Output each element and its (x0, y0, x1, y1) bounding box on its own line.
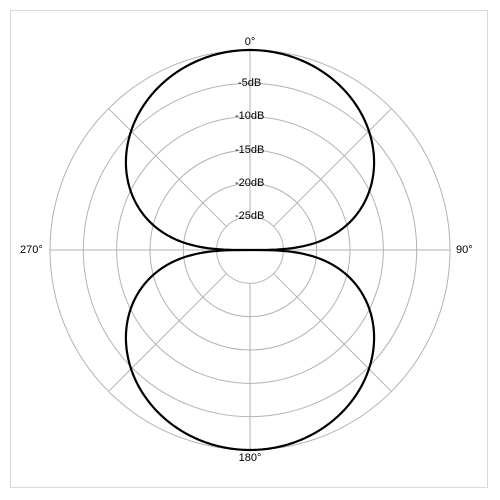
db-label-25: -25dB (235, 210, 264, 222)
angle-label-270: 270° (20, 244, 43, 256)
db-label-10: -10dB (235, 110, 264, 122)
angle-label-90: 90° (456, 244, 473, 256)
angle-label-180: 180° (0, 452, 500, 464)
angle-label-0: 0° (0, 36, 500, 48)
db-label-20: -20dB (235, 177, 264, 189)
db-label-15: -15dB (235, 144, 264, 156)
db-label-5: -5dB (238, 77, 261, 89)
polar-chart-svg (0, 0, 500, 500)
